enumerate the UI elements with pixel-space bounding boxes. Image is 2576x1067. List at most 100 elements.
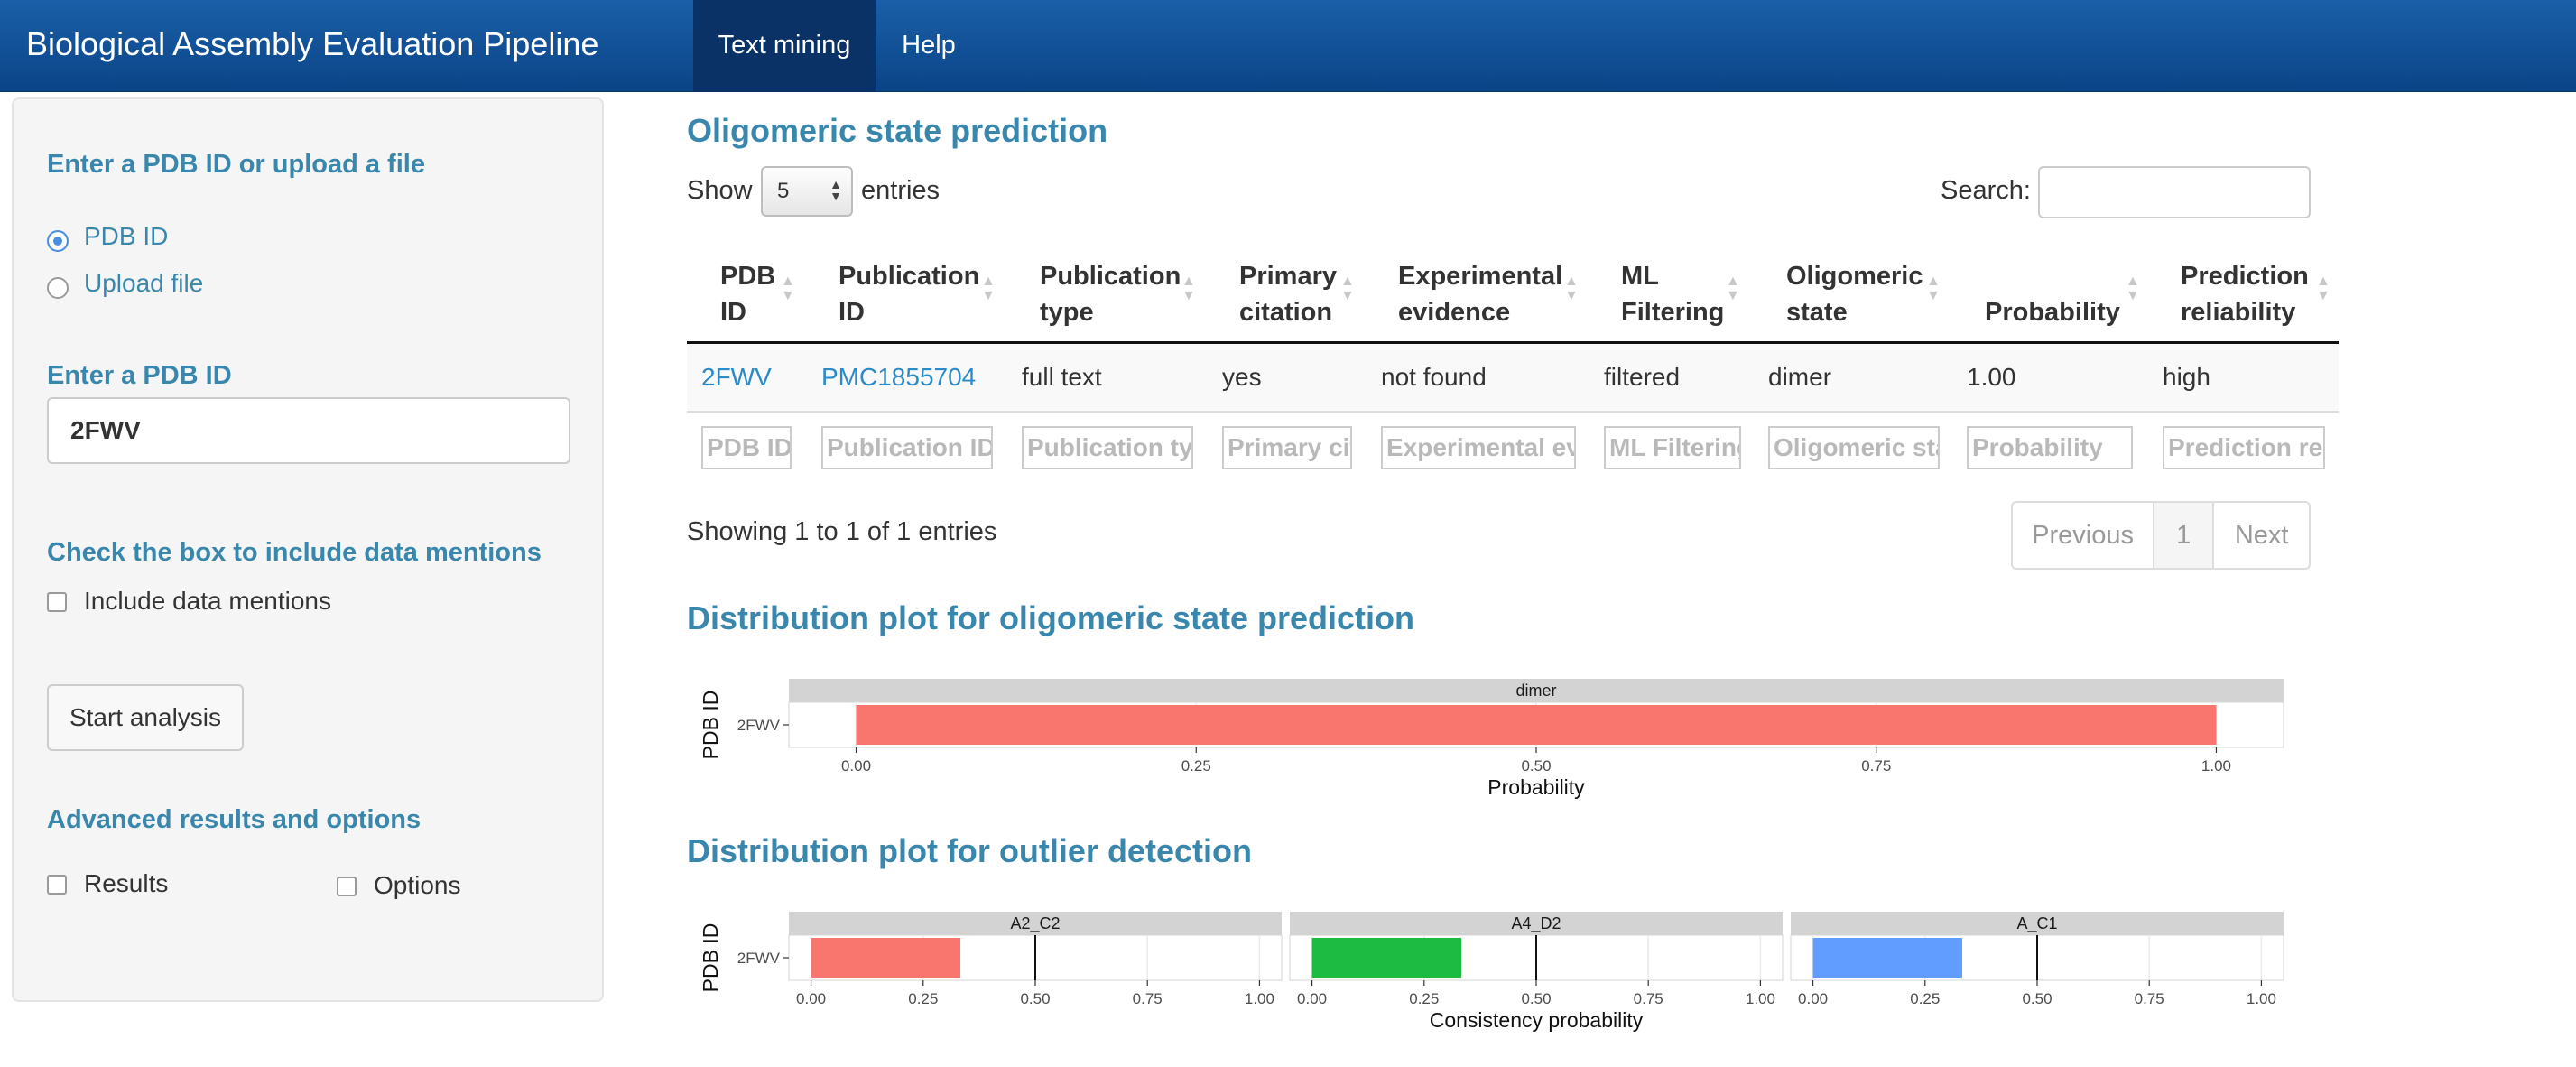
x-tick-label: 0.50 — [1521, 990, 1551, 1007]
x-tick-label: 0.25 — [1181, 757, 1211, 775]
pdb-heading: Enter a PDB ID — [47, 361, 232, 390]
pagination: Previous 1 Next — [2011, 501, 2311, 570]
x-tick-label: 0.75 — [1634, 990, 1663, 1007]
include-mentions-label[interactable]: Include data mentions — [84, 587, 331, 615]
radio-pdb-id[interactable] — [47, 230, 69, 252]
table-cell: dimer — [1768, 363, 1832, 391]
col-pdb-id[interactable]: PDB ID — [720, 262, 776, 327]
x-tick-label: 0.75 — [1861, 757, 1891, 775]
plot2-title: Distribution plot for outlier detection — [687, 832, 1252, 869]
table-row: 2FWV PMC1855704 full text yes not found … — [687, 344, 2339, 413]
x-tick-label: 0.00 — [796, 990, 826, 1007]
y-axis-label: PDB ID — [699, 691, 722, 760]
facet-label: A_C1 — [2016, 914, 2057, 933]
col-probability[interactable]: Probability — [1985, 298, 2120, 327]
table-cell: full text — [1022, 363, 1102, 391]
bar — [856, 705, 2217, 745]
col-primary-citation[interactable]: Primary citation — [1239, 262, 1338, 327]
select-arrows-icon: ▲ ▼ — [829, 177, 842, 203]
col-prediction-reliability[interactable]: Prediction reliability — [2181, 262, 2309, 327]
facet-strip — [1290, 912, 1783, 935]
facet-label: dimer — [1515, 682, 1556, 700]
sort-icon[interactable]: ▲ ▼ — [1340, 274, 1355, 303]
cell-publication-id-link[interactable]: PMC1855704 — [821, 363, 977, 391]
filter-experimental-evidence[interactable]: Experimental evidence — [1381, 426, 1576, 469]
bar — [811, 938, 961, 978]
x-tick-label: 1.00 — [2201, 757, 2231, 775]
filter-ml-filtering[interactable]: ML Filtering — [1604, 426, 1741, 469]
filter-primary-citation[interactable]: Primary citation — [1222, 426, 1352, 469]
facet-label: A4_D2 — [1511, 914, 1561, 933]
sort-icon[interactable]: ▲ ▼ — [2126, 274, 2140, 303]
filter-pdb-id[interactable]: PDB ID — [701, 426, 792, 469]
sort-icon[interactable]: ▲ ▼ — [1726, 274, 1740, 303]
radio-pdb-id-label[interactable]: PDB ID — [84, 222, 169, 250]
filter-publication-id[interactable]: Publication ID — [821, 426, 993, 469]
sort-icon[interactable]: ▲ ▼ — [2316, 274, 2330, 303]
include-mentions-checkbox[interactable] — [47, 592, 67, 612]
start-analysis-button[interactable]: Start analysis — [47, 684, 244, 751]
x-tick-label: 0.25 — [1409, 990, 1439, 1007]
x-axis-label: Probability — [1487, 775, 1585, 799]
oligomeric-distribution-plot: dimer 0.00 0.25 0.50 0.75 1.00 2FWV Probability… — [699, 679, 2284, 799]
facet-strip — [1791, 912, 2284, 935]
sort-icon[interactable]: ▲ ▼ — [781, 274, 795, 303]
sort-icon[interactable]: ▲ ▼ — [1926, 274, 1941, 303]
search-label: Search: — [1941, 176, 2031, 205]
facet-strip — [789, 679, 2284, 702]
entries-select[interactable]: 5 ▲ ▼ — [761, 166, 853, 217]
options-label[interactable]: Options — [374, 871, 461, 899]
tab-text-mining[interactable]: Text mining — [693, 0, 876, 91]
col-publication-id[interactable]: Publication ID — [839, 262, 980, 327]
oligomeric-title: Oligomeric state prediction — [687, 112, 1108, 149]
previous-button[interactable]: Previous — [2013, 503, 2155, 568]
y-axis-label: PDB ID — [699, 923, 722, 993]
sort-icon[interactable]: ▲ ▼ — [981, 274, 996, 303]
col-oligomeric-state[interactable]: Oligomeric state — [1786, 262, 1923, 327]
x-tick-label: 0.50 — [2022, 990, 2052, 1007]
page-1-button[interactable]: 1 — [2154, 503, 2215, 568]
filter-probability[interactable]: Probability — [1967, 426, 2133, 469]
facet-label: A2_C2 — [1010, 914, 1060, 933]
pdb-id-input[interactable]: 2FWV — [47, 397, 570, 464]
bar — [1812, 938, 1963, 978]
x-tick-label: 0.75 — [2135, 990, 2164, 1007]
results-label[interactable]: Results — [84, 869, 169, 897]
filter-publication-type[interactable]: Publication type — [1022, 426, 1193, 469]
app-title[interactable]: Biological Assembly Evaluation Pipeline — [26, 25, 599, 62]
results-checkbox[interactable] — [47, 875, 67, 895]
filter-oligomeric-state[interactable]: Oligomeric state — [1768, 426, 1940, 469]
col-ml-filtering[interactable]: ML Filtering — [1621, 262, 1725, 327]
tab-help[interactable]: Help — [902, 31, 956, 60]
radio-upload-file-label[interactable]: Upload file — [84, 269, 204, 297]
x-axis-label: Consistency probability — [1430, 1008, 1644, 1032]
entries-select-value: 5 — [777, 179, 790, 203]
facet-strip — [789, 912, 1282, 935]
table-cell: filtered — [1604, 363, 1681, 391]
outlier-distribution-plot: A2_C2 0.00 0.25 0.50 0.75 1.00 2FWV A4_D2 0.00 0.… — [699, 912, 2284, 1032]
table-cell: not found — [1381, 363, 1487, 391]
table-header-divider — [687, 341, 2339, 344]
x-tick-label: 1.00 — [1245, 990, 1274, 1007]
advanced-heading: Advanced results and options — [47, 805, 422, 834]
x-tick-label: 0.25 — [1910, 990, 1940, 1007]
col-experimental-evidence[interactable]: Experimental evidence — [1398, 262, 1563, 327]
sidebar-panel: Enter a PDB ID or upload a file PDB ID U… — [12, 97, 604, 1002]
search-input[interactable] — [2038, 166, 2311, 218]
results-table: PDB ID ▲ ▼ Publication ID ▲ ▼ Publication … — [687, 240, 2339, 482]
radio-upload-file[interactable] — [47, 277, 69, 299]
col-publication-type[interactable]: Publication type — [1040, 262, 1181, 327]
cell-pdb-id-link[interactable]: 2FWV — [701, 363, 772, 391]
y-tick-label: 2FWV — [737, 717, 781, 734]
table-cell: 1.00 — [1967, 363, 2016, 391]
x-tick-label: 0.00 — [1798, 990, 1828, 1007]
table-cell: yes — [1222, 363, 1262, 391]
bar — [1311, 938, 1462, 978]
sort-icon[interactable]: ▲ ▼ — [1564, 274, 1579, 303]
sort-icon[interactable]: ▲ ▼ — [1181, 274, 1196, 303]
next-button[interactable]: Next — [2234, 521, 2289, 550]
filter-prediction-reliability[interactable]: Prediction reliability — [2163, 426, 2325, 469]
options-checkbox[interactable] — [337, 877, 357, 896]
input-heading: Enter a PDB ID or upload a file — [47, 150, 425, 179]
y-tick-label: 2FWV — [737, 950, 781, 967]
